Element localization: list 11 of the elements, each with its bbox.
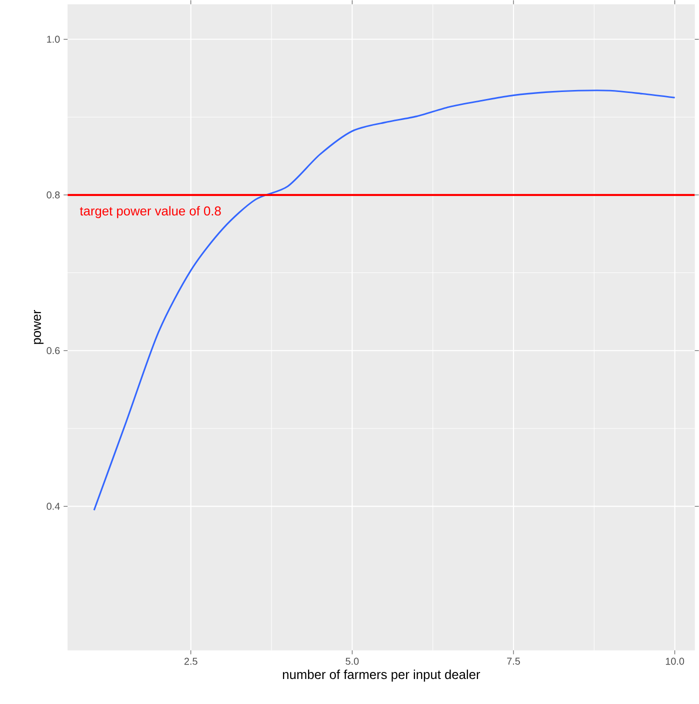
- x-tick-label: 5.0: [346, 658, 359, 665]
- x-tick-label: 2.5: [184, 658, 198, 665]
- ref-line-label: target power value of 0.8: [80, 206, 221, 218]
- y-tick-label: 1.0: [47, 36, 60, 43]
- y-axis-title: power: [34, 310, 44, 344]
- x-tick-label: 10.0: [666, 658, 684, 665]
- x-tick-label: 7.5: [507, 658, 520, 665]
- x-axis-title: number of farmers per input dealer: [282, 670, 480, 682]
- y-tick-label: 0.6: [46, 347, 60, 354]
- y-tick-label: 0.8: [46, 191, 60, 198]
- y-tick-label: 0.4: [46, 502, 60, 510]
